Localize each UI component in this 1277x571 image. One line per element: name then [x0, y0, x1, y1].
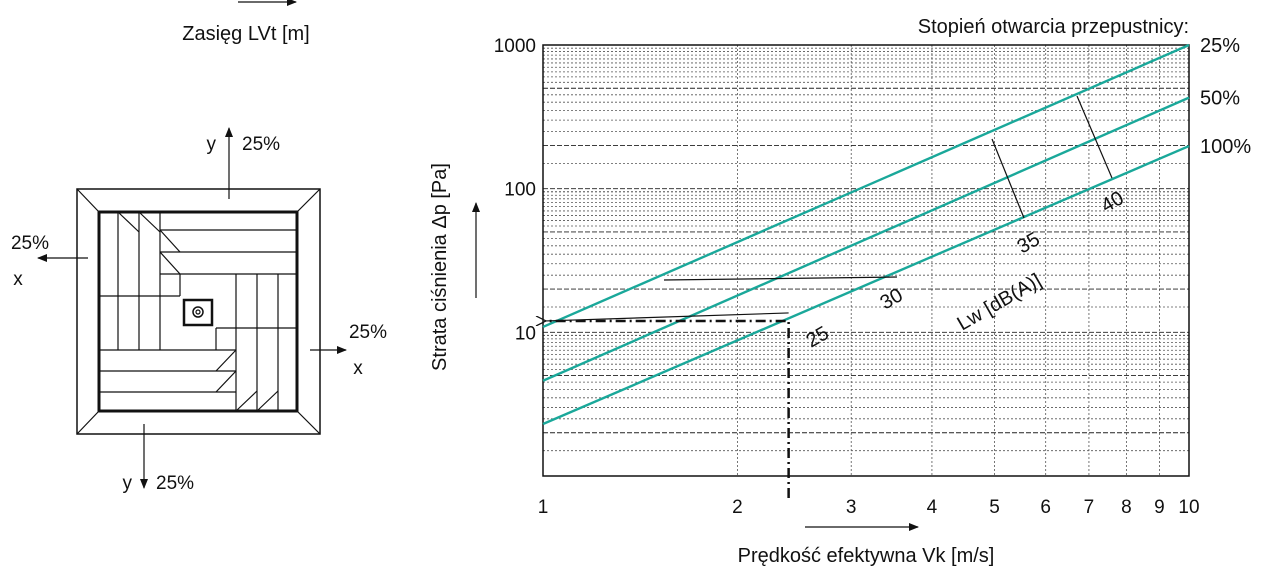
x-tick-label: 6 — [1040, 497, 1051, 518]
y-tick-labels: 10 100 1000 — [494, 36, 536, 344]
sound-line-40 — [1076, 95, 1113, 179]
right-axis-label: x — [353, 358, 363, 379]
sound-level-lines — [663, 95, 1113, 281]
series-label-25pct: 25% — [1200, 35, 1240, 57]
y-tick-label: 10 — [515, 323, 536, 344]
top-axis-label: y — [207, 134, 217, 155]
x-tick-label: 4 — [927, 497, 938, 518]
y-tick-label: 1000 — [494, 36, 536, 57]
y-axis-label: Strata ciśnienia Δp [Pa] — [429, 163, 451, 371]
x-tick-label: 2 — [732, 497, 743, 518]
x-tick-label: 10 — [1178, 497, 1199, 518]
right-pct-label: 25% — [349, 322, 387, 343]
bottom-pct-label: 25% — [156, 473, 194, 494]
chart-title: Stopień otwarcia przepustnicy: — [918, 16, 1189, 38]
sound-level-label: 25 — [803, 322, 833, 352]
pressure-loss-chart: Stopień otwarcia przepustnicy: 25% 50% 100… — [429, 16, 1251, 567]
left-axis-label: x — [13, 269, 23, 290]
range-label: Zasięg LVt [m] — [182, 23, 309, 45]
x-tick-label: 7 — [1084, 497, 1095, 518]
series-group — [542, 43, 1190, 426]
x-tick-label: 3 — [846, 497, 857, 518]
grid — [543, 45, 1189, 476]
sound-line-35 — [991, 138, 1025, 219]
x-tick-label: 1 — [538, 497, 549, 518]
left-pct-label: 25% — [11, 233, 49, 254]
center-screw-icon — [192, 306, 204, 318]
example-reading — [545, 312, 790, 498]
x-tick-label: 5 — [989, 497, 1000, 518]
plot-frame — [542, 44, 1190, 477]
sound-line-30 — [663, 276, 898, 281]
x-tick-labels: 1 2 3 4 5 6 7 8 9 10 — [538, 497, 1200, 518]
example-projection-line — [545, 312, 789, 322]
series-line-50pct — [542, 96, 1190, 382]
series-label-100pct: 100% — [1200, 136, 1251, 158]
series-line-25pct — [542, 43, 1190, 329]
series-line-100pct — [542, 144, 1190, 426]
x-tick-label: 8 — [1121, 497, 1132, 518]
series-label-50pct: 50% — [1200, 88, 1240, 110]
example-dashdot-path — [546, 321, 790, 498]
x-axis-label: Prędkość efektywna Vk [m/s] — [738, 545, 995, 567]
y-tick-label: 100 — [504, 180, 536, 201]
series-labels: 25% 50% 100% — [1200, 35, 1251, 158]
diffuser-panel: Zasięg LVt [m] — [11, 0, 387, 494]
diffuser-drawing — [76, 188, 321, 435]
top-pct-label: 25% — [242, 134, 280, 155]
sound-unit-label: Lw [dB(A)] — [954, 270, 1046, 336]
x-tick-label: 9 — [1154, 497, 1165, 518]
bottom-axis-label: y — [123, 473, 133, 494]
